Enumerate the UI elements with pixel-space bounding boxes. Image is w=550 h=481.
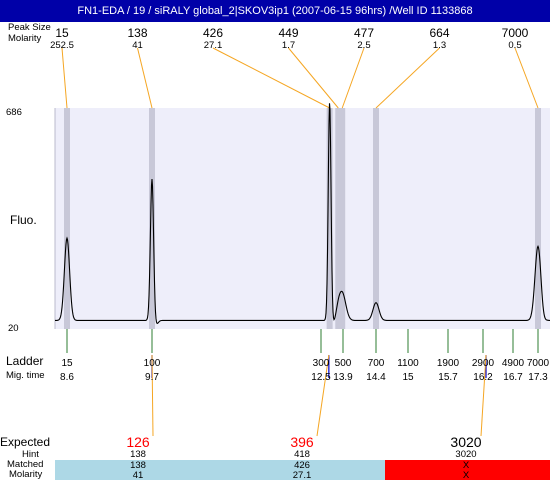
hint-size: 138 [130, 449, 146, 460]
peak-connector [212, 47, 330, 109]
hint-label: Hint [22, 449, 39, 460]
ladder-time: 16.7 [503, 372, 523, 383]
peak-band [64, 108, 70, 329]
expected-size: 396 [290, 434, 314, 450]
peak-size: 664 [429, 26, 450, 40]
peak-molarity: 1.7 [281, 40, 296, 51]
ladder-size: 1900 [436, 358, 460, 369]
plot-area [55, 108, 550, 329]
ladder-size: 1100 [397, 358, 419, 369]
ladder-time: 14.4 [366, 372, 386, 383]
peak-molarity: 1.3 [432, 40, 447, 51]
peak-connector [375, 47, 440, 109]
peak-size: 426 [202, 26, 224, 40]
ladder-size: 7000 [526, 358, 550, 369]
peak-band [373, 108, 379, 329]
peak-size: 7000 [501, 26, 529, 40]
ladder-time: 12.5 [311, 372, 331, 383]
peak-molarity: 2.5 [357, 40, 371, 51]
matched-size: X [462, 460, 470, 471]
expected-size: 126 [126, 434, 150, 450]
expected-connector [151, 354, 154, 437]
ladder-size: 15 [61, 358, 73, 369]
matched-molarity: 27.1 [292, 470, 312, 481]
ladder-time: 16.2 [473, 372, 493, 383]
ladder-time: 17.3 [528, 372, 548, 383]
matched-size: 426 [294, 460, 310, 471]
peak-molarity: 252.5 [50, 40, 74, 51]
expected-connector [480, 354, 487, 437]
matched-molarity: X [462, 470, 470, 481]
ladder-time: 15 [402, 372, 414, 383]
mig-time-label: Mig. time [6, 370, 45, 381]
ladder-time: 13.9 [333, 372, 353, 383]
peak-size: 138 [127, 26, 148, 40]
ladder-size: 300 [312, 358, 330, 369]
peak-size: 477 [353, 26, 375, 40]
matched-row-missing [385, 460, 550, 480]
ladder-time: 15.7 [438, 372, 458, 383]
peak-connector [61, 47, 68, 109]
peak-size: 15 [55, 26, 69, 40]
fluorescence-trace [55, 103, 550, 324]
peak-band [326, 108, 333, 329]
matched-molarity: 41 [132, 470, 144, 481]
peak-size: 449 [278, 26, 299, 40]
peak-molarity: 0.5 [508, 40, 522, 51]
expected-label: Expected [0, 435, 51, 449]
expected-connector [316, 354, 330, 437]
ladder-size: 100 [143, 358, 161, 369]
peak-connector [514, 47, 539, 109]
peak-connector [137, 47, 153, 109]
hint-size: 3020 [455, 449, 477, 460]
peak-connector [341, 47, 365, 109]
window-title: FN1-EDA / 19 / siRALY global_2|SKOV3ip1 … [0, 0, 550, 22]
peak-band [335, 108, 342, 329]
ladder-label: Ladder [6, 354, 44, 368]
ladder-size: 4900 [501, 358, 525, 369]
expected-size: 3020 [450, 434, 482, 450]
y-axis-label: Fluo. [10, 213, 37, 227]
matched-row-match [55, 460, 385, 480]
peak-molarity: 41 [132, 40, 143, 51]
ladder-time: 9.7 [145, 372, 159, 383]
matched-label: Matched [7, 459, 44, 470]
ladder-size: 2900 [471, 358, 495, 369]
peak-band [149, 108, 155, 329]
y-max-label: 686 [6, 107, 22, 118]
molarity-label: Molarity [8, 33, 42, 44]
matched-size: 138 [130, 460, 146, 471]
hint-size: 418 [294, 449, 310, 460]
molarity-bottom-label: Molarity [9, 469, 43, 480]
peak-band [535, 108, 541, 329]
peak-connector [288, 47, 339, 109]
y-min-label: 20 [8, 323, 19, 334]
ladder-time: 8.6 [60, 372, 74, 383]
ladder-size: 700 [367, 358, 385, 369]
peak-band [339, 108, 346, 329]
peak-molarity: 27.1 [203, 40, 223, 51]
peak-size-label: Peak Size [8, 22, 51, 33]
ladder-size: 500 [334, 358, 352, 369]
